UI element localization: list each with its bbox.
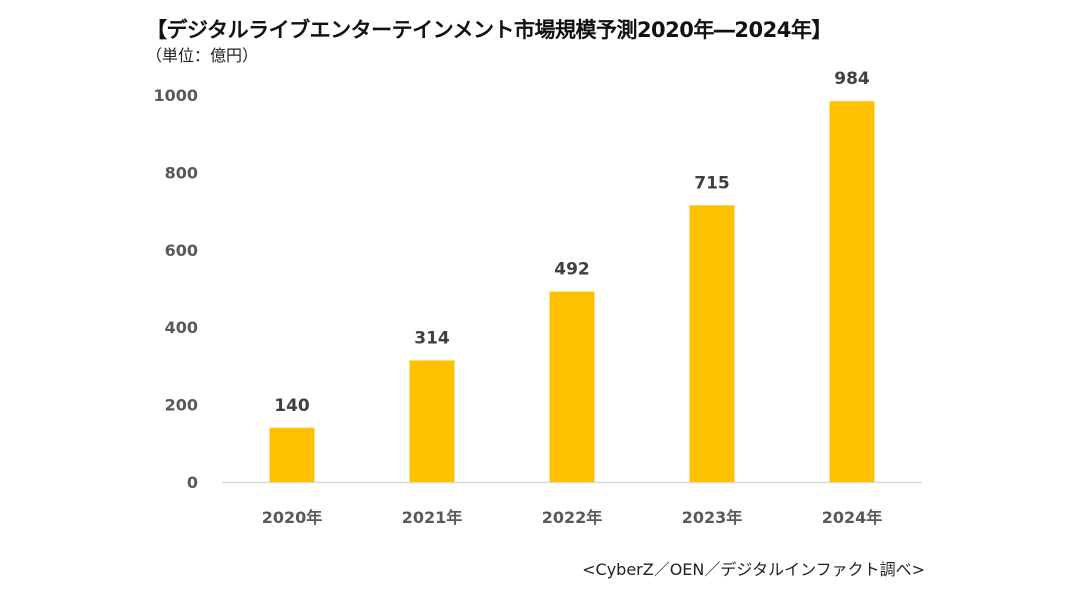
data-label: 984 [834,69,870,89]
y-tick-label: 800 [165,163,198,182]
source-note: <CyberZ／OEN／デジタルインファクト調べ> [582,560,925,579]
bar-2020年 [269,427,315,482]
y-tick-label: 200 [165,396,198,415]
data-label: 314 [414,328,450,348]
data-label: 140 [274,396,310,416]
y-tick-label: 600 [165,241,198,260]
bar-2024年 [829,101,875,482]
x-tick-label: 2024年 [822,508,883,527]
data-label: 492 [554,260,590,280]
x-tick-label: 2021年 [402,508,463,527]
x-tick-label: 2023年 [682,508,743,527]
x-tick-label: 2020年 [262,508,323,527]
data-label: 715 [694,173,730,193]
chart-unit-label: （単位：億円） [146,46,259,65]
bar-2023年 [689,205,735,483]
y-tick-label: 400 [165,318,198,337]
bar-2021年 [409,360,455,482]
x-tick-label: 2022年 [542,508,603,527]
bar-2022年 [549,291,595,482]
y-tick-label: 1000 [153,86,198,105]
chart-title: 【デジタルライブエンターテインメント市場規模予測2020年―2024年】 [146,18,832,42]
y-tick-label: 0 [187,473,198,492]
